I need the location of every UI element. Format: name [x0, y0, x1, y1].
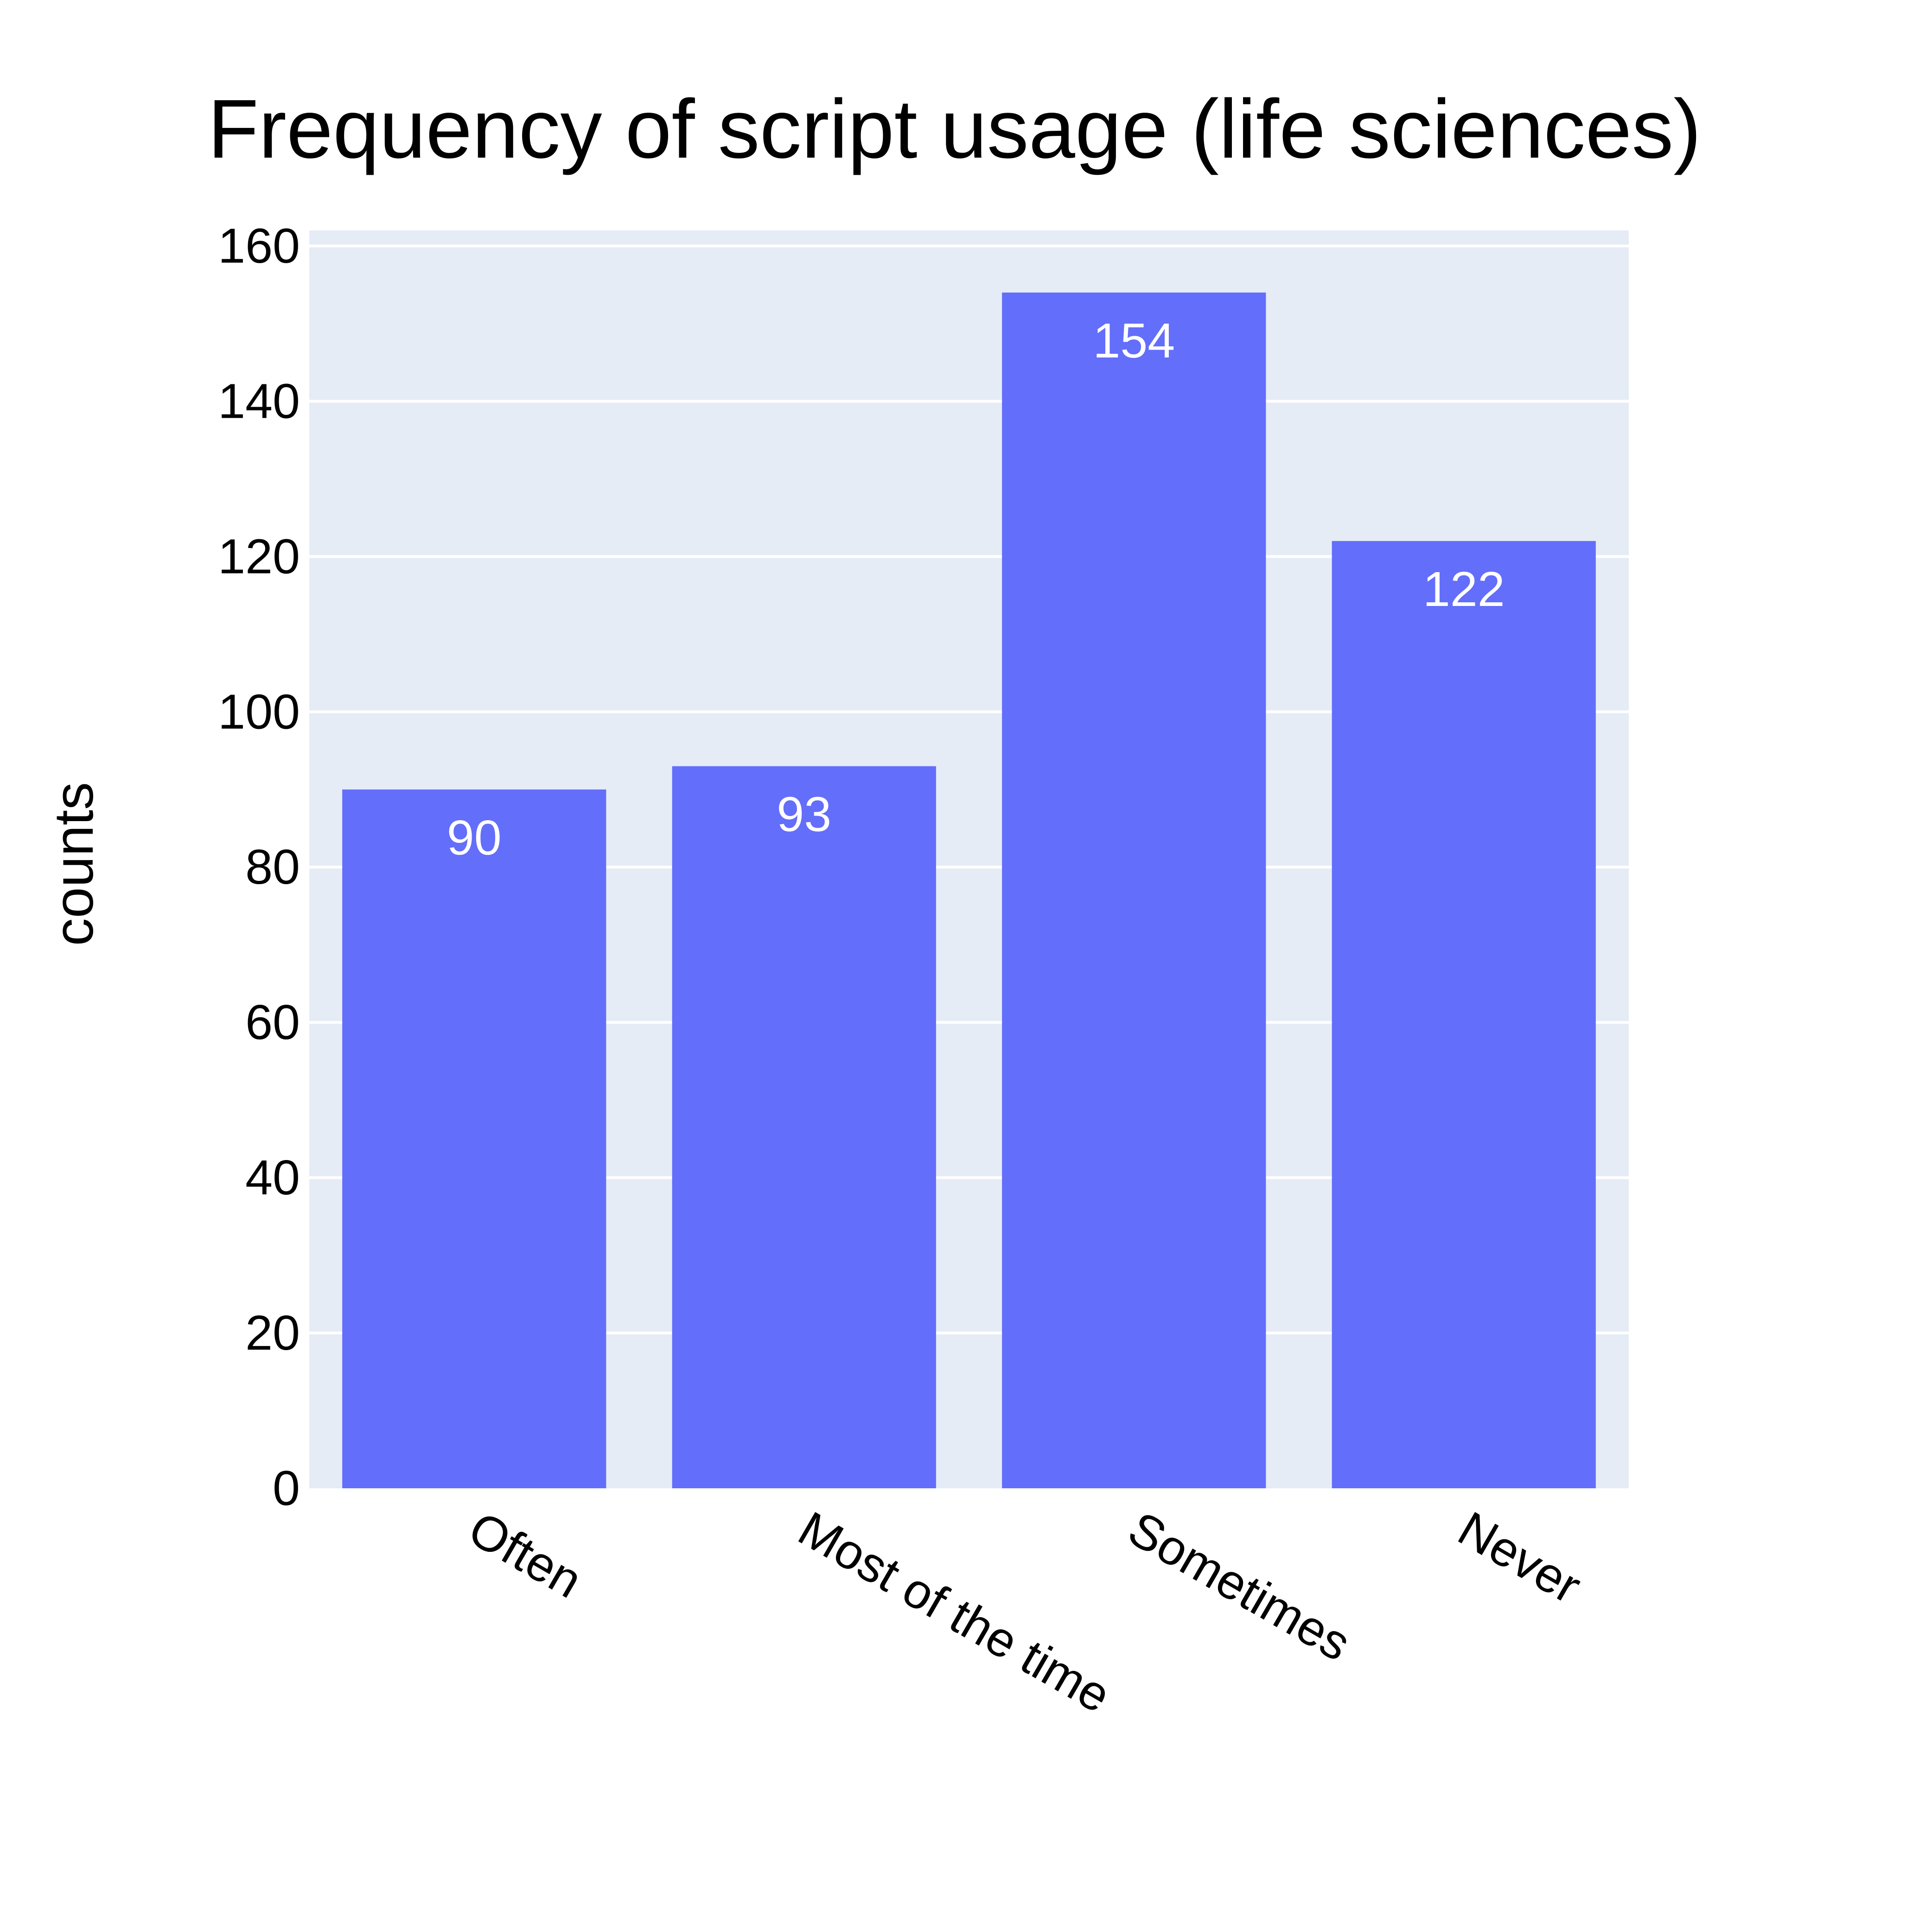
- y-axis-title: counts: [43, 782, 105, 946]
- y-tick-label: 0: [273, 1461, 300, 1516]
- x-tick-label: Often: [459, 1501, 591, 1609]
- bars: [342, 292, 1596, 1488]
- bar-data-label: 93: [777, 787, 831, 842]
- y-tick-label: 80: [245, 840, 300, 894]
- bar-data-label: 122: [1423, 562, 1505, 617]
- y-tick-label: 140: [218, 374, 300, 428]
- x-tick-label: Sometimes: [1119, 1501, 1359, 1671]
- bar: [1002, 292, 1266, 1488]
- x-tick-label: Most of the time: [790, 1501, 1120, 1723]
- x-axis-ticks: Often Most of the time Sometimes Never: [459, 1501, 1590, 1723]
- bar-data-label: 90: [447, 810, 502, 865]
- x-tick-label: Never: [1449, 1501, 1590, 1614]
- y-tick-label: 60: [245, 995, 300, 1050]
- y-tick-label: 160: [218, 218, 300, 273]
- y-axis-ticks: 0 20 40 60 80 100 120 140 160: [218, 218, 300, 1516]
- y-tick-label: 20: [245, 1306, 300, 1360]
- bar-data-label: 154: [1093, 313, 1175, 368]
- bar: [342, 789, 606, 1488]
- chart-title: Frequency of script usage (life sciences…: [208, 83, 1701, 176]
- y-tick-label: 120: [218, 529, 300, 584]
- y-tick-label: 100: [218, 684, 300, 739]
- bar: [672, 766, 936, 1488]
- data-labels: 90 93 154 122: [447, 313, 1505, 865]
- y-tick-label: 40: [245, 1150, 300, 1205]
- bar: [1332, 541, 1596, 1488]
